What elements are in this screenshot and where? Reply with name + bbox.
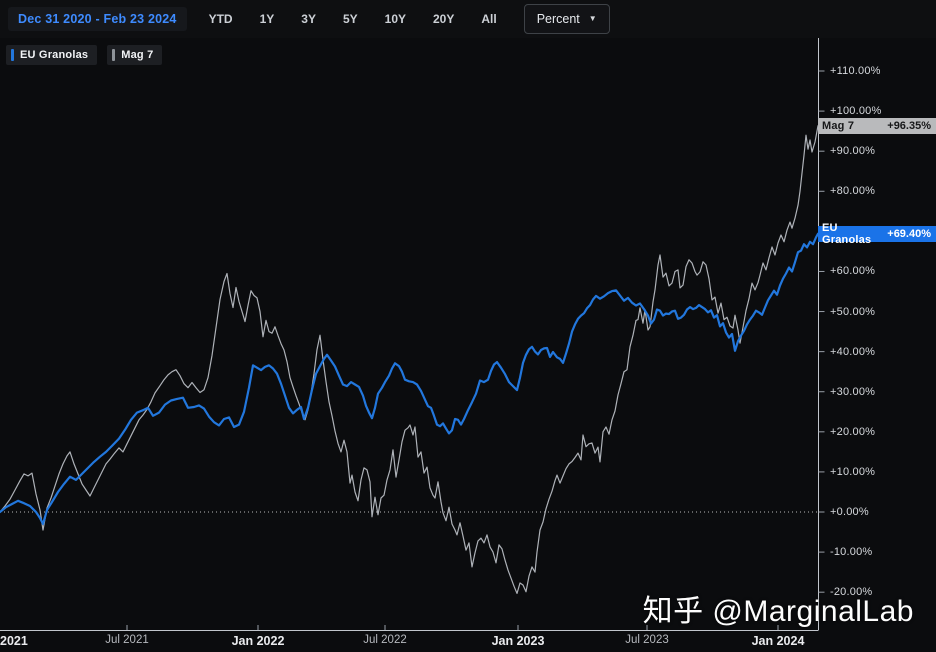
badge-series-name: EU Granolas [822, 221, 872, 246]
x-axis-tick-label: Jul 2022 [363, 634, 407, 646]
y-axis-tick-label: +30.00% [830, 385, 876, 398]
y-axis-tick-label: +90.00% [830, 145, 876, 158]
y-axis-tick-label: +50.00% [830, 305, 876, 318]
y-axis-tick-label: +100.00% [830, 105, 882, 118]
x-axis-tick-label: Jan 2024 [751, 634, 805, 648]
y-axis-tick-label: +80.00% [830, 185, 876, 198]
range-button-all[interactable]: All [481, 12, 497, 26]
unit-dropdown-value: Percent [536, 12, 580, 26]
range-button-3y[interactable]: 3Y [301, 12, 316, 26]
y-axis-tick-label: +110.00% [830, 65, 881, 77]
range-button-1y[interactable]: 1Y [259, 12, 275, 26]
range-button-5y[interactable]: 5Y [342, 12, 358, 26]
x-axis-tick-label: Jan 2022 [231, 634, 285, 648]
chevron-down-icon: ▼ [588, 14, 597, 23]
x-axis-tick-label: Jul 2021 [105, 634, 149, 646]
watermark: 知乎 @MarginalLab [642, 595, 914, 628]
y-axis-tick-label: +60.00% [830, 265, 876, 278]
y-axis-tick-label: -10.00% [830, 546, 873, 559]
y-axis-tick-label: -20.00% [830, 586, 873, 599]
last-value-badge-mag-7: Mag 7 +96.35% [818, 117, 936, 134]
legend-color-bar [112, 49, 116, 61]
legend-chip-mag-7[interactable]: Mag 7 [107, 45, 163, 65]
last-value-badge-eu-granolas: EU Granolas +69.40% [818, 222, 936, 246]
y-axis-tick-label: +10.00% [830, 465, 876, 478]
x-axis-tick-label: Jan 2023 [491, 634, 545, 648]
range-button-20y[interactable]: 20Y [433, 12, 455, 26]
legend-label: Mag 7 [121, 49, 154, 61]
unit-dropdown[interactable]: Percent ▼ [523, 4, 610, 34]
series-line-eu-granolas [0, 232, 820, 526]
legend: EU Granolas Mag 7 [6, 45, 163, 65]
range-button-10y[interactable]: 10Y [384, 12, 406, 26]
series-line-mag-7 [0, 125, 819, 595]
legend-color-bar [11, 49, 14, 61]
badge-series-name: Mag 7 [822, 119, 855, 132]
toolbar: Dec 31 2020 - Feb 23 2024 YTD 1Y 3Y 5Y 10Y 20… [0, 0, 936, 38]
range-button-ytd[interactable]: YTD [208, 12, 233, 26]
range-buttons: YTD 1Y 3Y 5Y 10Y 20Y All [209, 6, 524, 32]
legend-chip-eu-granolas[interactable]: EU Granolas [6, 45, 98, 65]
y-axis-tick-label: +0.00% [830, 506, 869, 518]
badge-last-value: +96.35% [887, 119, 931, 132]
badge-last-value: +69.40% [887, 227, 931, 240]
y-axis-tick-label: +40.00% [830, 345, 876, 358]
y-axis-tick-label: +20.00% [830, 425, 876, 438]
legend-label: EU Granolas [20, 49, 89, 61]
x-axis-tick-label: Jul 2023 [625, 634, 669, 646]
x-axis-tick-label: 2021 [0, 634, 28, 648]
date-range-button[interactable]: Dec 31 2020 - Feb 23 2024 [8, 7, 187, 31]
